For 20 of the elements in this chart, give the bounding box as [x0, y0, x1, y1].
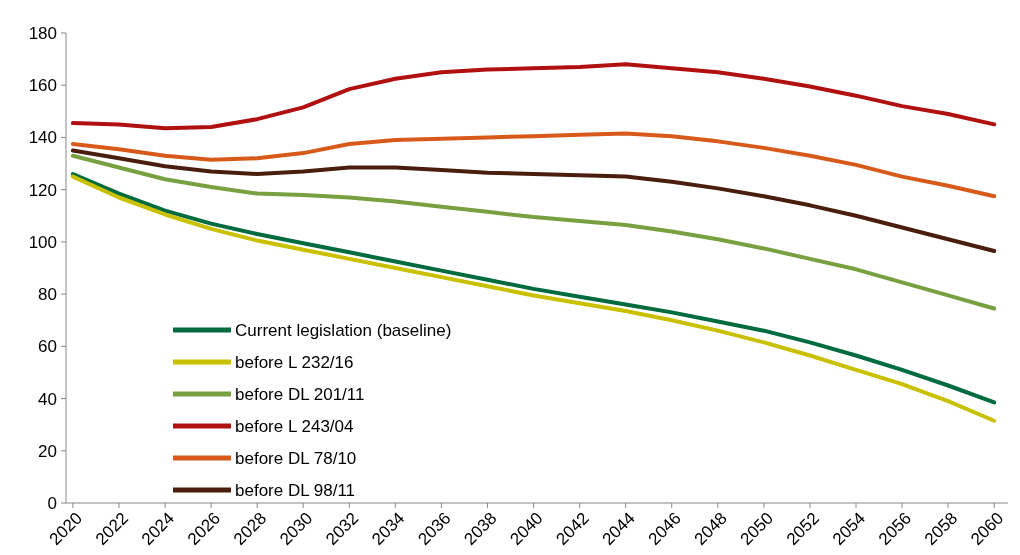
- y-tick-label: 80: [38, 285, 57, 305]
- legend-label: before L 243/04: [235, 416, 354, 436]
- line-series: [70, 131, 997, 199]
- y-tick-label: 100: [28, 232, 57, 252]
- line-series: [70, 62, 997, 131]
- legend-label: Current legislation (baseline): [235, 320, 452, 340]
- line-series: [70, 153, 997, 311]
- y-tick-label: 40: [38, 389, 57, 409]
- legend-label: before DL 98/11: [235, 480, 356, 500]
- y-tick-label: 0: [47, 493, 57, 513]
- y-tick-label: 60: [38, 337, 57, 357]
- legend-label: before L 232/16: [235, 352, 354, 372]
- y-tick-label: 140: [28, 128, 57, 148]
- y-tick-label: 160: [28, 76, 57, 96]
- legend-label: before DL 201/11: [235, 384, 365, 404]
- y-tick-label: 20: [38, 441, 57, 461]
- y-tick-label: 120: [28, 180, 57, 200]
- line-series: [70, 148, 997, 254]
- legend-label: before DL 78/10: [235, 448, 357, 468]
- y-tick-label: 180: [28, 23, 57, 43]
